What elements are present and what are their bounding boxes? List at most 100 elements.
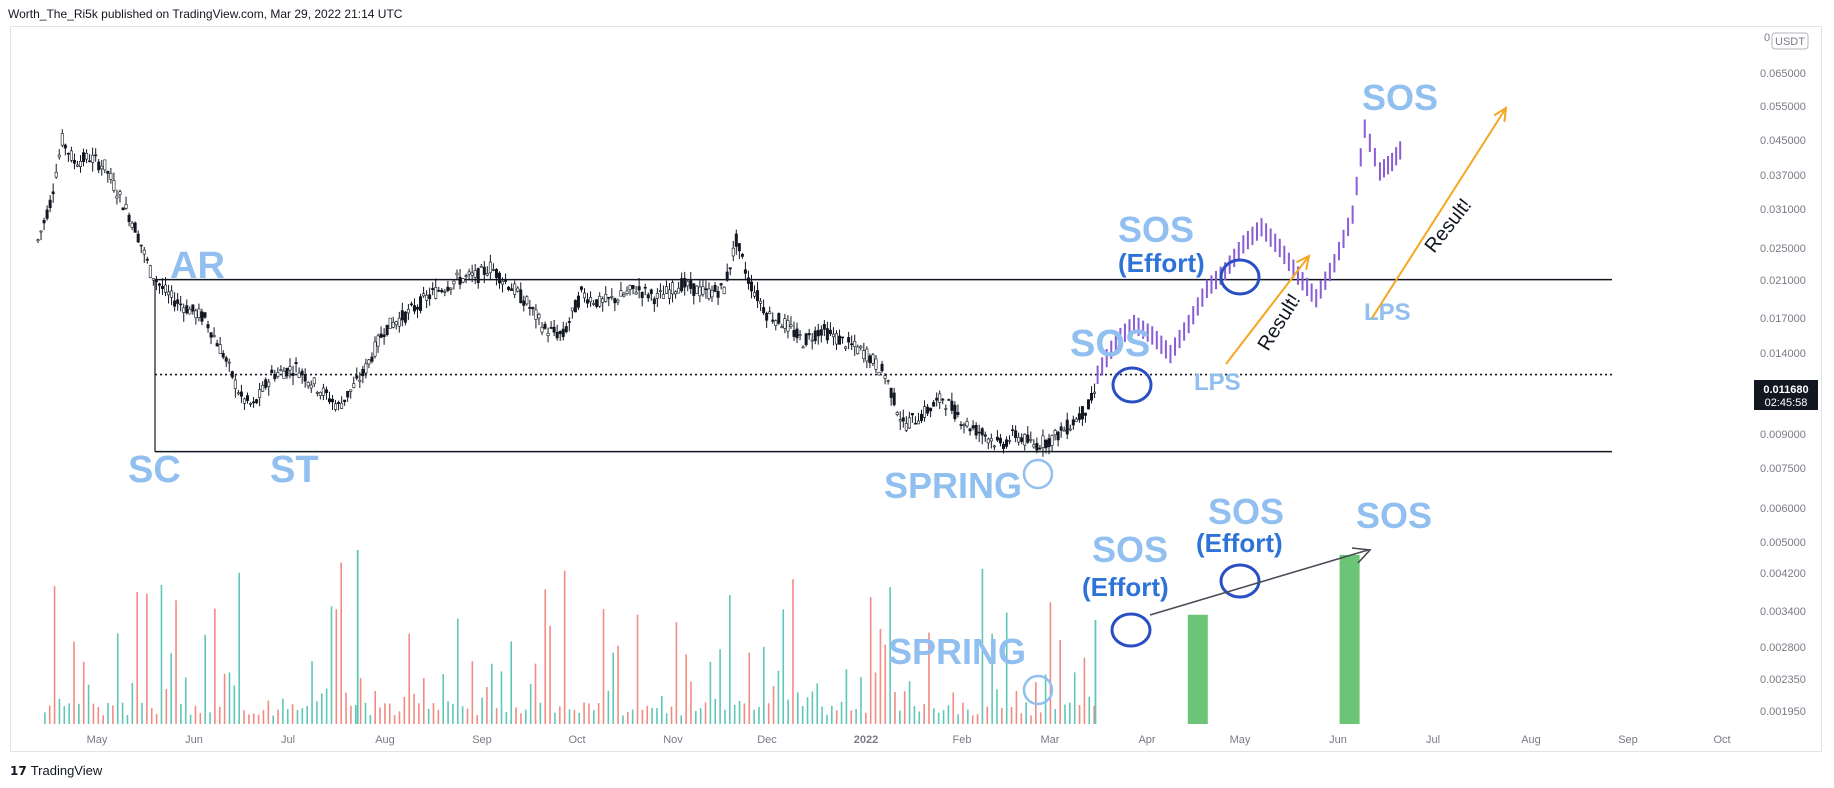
candle-body (1074, 418, 1078, 422)
volume-bar (248, 714, 250, 724)
candle-body (728, 267, 732, 270)
candle-body (710, 290, 714, 298)
candle-body (409, 303, 413, 306)
candle-body (804, 333, 808, 346)
candle-body (82, 152, 86, 162)
price-candles (36, 129, 1097, 457)
volume-bar (116, 633, 119, 724)
volume-bar (146, 593, 148, 724)
vol-trend-arrow (1149, 549, 1369, 616)
candle-body (1001, 443, 1005, 449)
annotation-label: SOS (1070, 323, 1150, 365)
candle-body (42, 220, 46, 224)
arrow-head (1296, 254, 1311, 270)
y-axis: 0.065000 0.055000 0.045000 0.037000 0.031000… (1754, 32, 1818, 718)
candle-body (680, 278, 684, 292)
candle-body (856, 346, 860, 355)
volume-annotation-label: (Effort) (1082, 572, 1169, 602)
y-tick-label: 0.003400 (1760, 606, 1806, 618)
candle-body (920, 413, 924, 421)
y-tick-label: 0.037000 (1760, 170, 1806, 182)
volume-bar (1083, 657, 1086, 724)
candle-body (455, 272, 459, 276)
volume-bar (792, 579, 794, 724)
candle-body (816, 329, 820, 337)
volume-bar (738, 700, 741, 724)
candle-body (1093, 391, 1097, 394)
sos-marker-circle (1111, 366, 1153, 404)
candle-body (327, 398, 331, 403)
candle-body (877, 371, 881, 376)
volume-bar (826, 714, 828, 724)
candle-body (154, 280, 158, 283)
volume-bar (884, 644, 887, 724)
candle-body (85, 153, 89, 160)
candle-body (974, 424, 978, 436)
candle-body (610, 296, 614, 298)
publisher-caption: Worth_The_Ri5k published on TradingView.… (8, 7, 403, 21)
volume-bar (520, 713, 522, 724)
y-tick-label: 0.017000 (1760, 313, 1806, 325)
candle-body (643, 286, 647, 289)
candle-body (537, 314, 541, 319)
volume-bar (899, 710, 901, 724)
candle-body (467, 271, 471, 275)
x-tick-label: Sep (1618, 734, 1638, 746)
candle-body (416, 306, 420, 310)
volume-bar (1054, 709, 1057, 724)
volume-bar (879, 628, 882, 724)
volume-bar (865, 712, 867, 724)
candle-body (510, 288, 514, 291)
volume-bar (724, 709, 726, 724)
volume-bar (976, 714, 979, 724)
candle-body (737, 243, 741, 252)
volume-bar (432, 703, 435, 724)
candle-body (458, 276, 462, 285)
candle-body (191, 304, 195, 312)
annotation-label: AR (170, 245, 225, 287)
volume-bar (1088, 696, 1091, 724)
x-tick-label: Nov (663, 734, 683, 746)
candle-body (944, 408, 948, 410)
volume-bar (1069, 702, 1071, 724)
volume-bar (748, 652, 751, 724)
volume-bar (704, 702, 707, 724)
candle-body (604, 294, 608, 302)
candle-body (349, 389, 353, 392)
candle-body (522, 300, 526, 306)
volume-bar (1049, 602, 1052, 724)
volume-bars (44, 550, 1360, 724)
candle-body (844, 346, 848, 349)
volume-bar (456, 618, 459, 724)
candle-body (677, 287, 681, 294)
candle-body (598, 295, 602, 307)
volume-bar (471, 661, 474, 724)
volume-bar (797, 692, 799, 724)
candle-body (145, 258, 149, 261)
x-tick-label: Oct (568, 734, 585, 746)
volume-bar (665, 713, 668, 724)
range-levels (154, 278, 1612, 453)
volume-bar (845, 669, 848, 724)
candle-body (221, 352, 225, 358)
candle-body (586, 299, 590, 304)
volume-bar (937, 712, 940, 724)
candle-body (182, 307, 186, 313)
volume-spike (356, 550, 359, 724)
candle-body (886, 380, 890, 382)
volume-bar (714, 698, 717, 724)
candle-body (567, 321, 571, 323)
volume-bar (189, 714, 192, 724)
candle-body (995, 436, 999, 441)
volume-bar (850, 710, 853, 724)
candle-body (276, 372, 280, 377)
candle-body (573, 300, 577, 313)
candle-body (759, 301, 763, 304)
candle-body (88, 160, 92, 163)
volume-bar (597, 703, 600, 724)
candle-body (613, 298, 617, 304)
volume-bar (1030, 715, 1032, 724)
candle-body (941, 398, 945, 401)
candle-body (491, 269, 495, 271)
